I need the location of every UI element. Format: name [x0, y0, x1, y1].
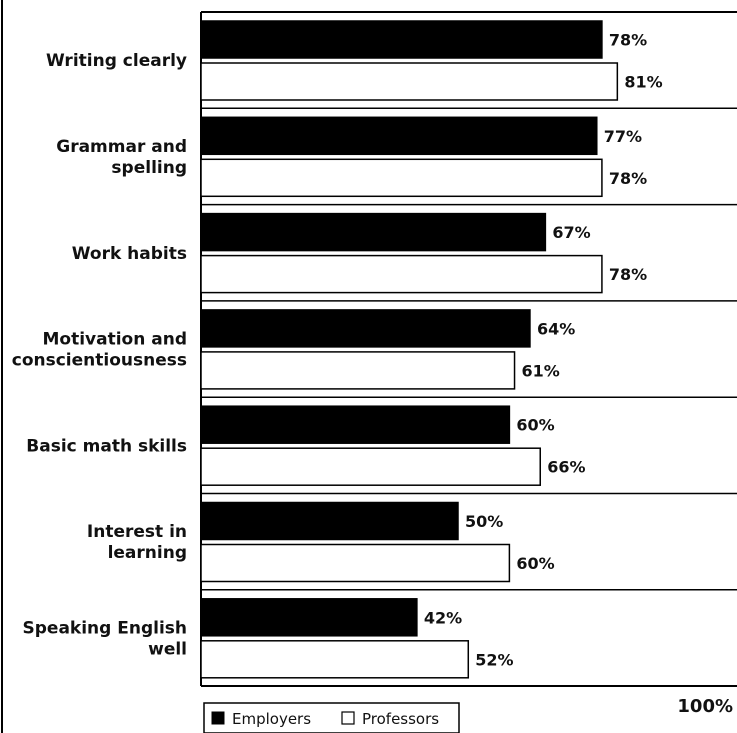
data-label-professors: 78%	[609, 169, 647, 188]
data-label-employers: 64%	[537, 319, 575, 338]
bar-employers	[200, 116, 598, 156]
data-label-professors: 78%	[609, 265, 647, 284]
bar-professors	[200, 543, 511, 583]
category-label-line: Basic math skills	[26, 436, 187, 456]
category-label-line: conscientiousness	[12, 351, 187, 371]
data-label-professors: 61%	[522, 361, 560, 380]
data-label-professors: 52%	[475, 650, 513, 669]
category-label-line: Writing clearly	[46, 51, 187, 71]
bar-professors	[200, 447, 541, 486]
category-label-line: Work habits	[72, 244, 187, 264]
legend-label-professors: Professors	[362, 710, 439, 728]
bar-employers	[200, 212, 547, 252]
legend-label-employers: Employers	[232, 710, 311, 728]
data-label-professors: 81%	[624, 73, 662, 92]
bar-employers	[200, 501, 459, 541]
category-label: Work habits	[72, 244, 187, 264]
data-label-employers: 50%	[465, 512, 503, 531]
bar-professors	[200, 254, 603, 294]
legend: Employers Professors	[203, 702, 460, 733]
bar-employers	[200, 598, 418, 637]
bar-employers	[200, 405, 511, 444]
category-label: Writing clearly	[46, 51, 187, 71]
category-label-line: Grammar and	[56, 137, 187, 157]
data-label-employers: 60%	[516, 416, 554, 435]
category-label-line: spelling	[111, 158, 187, 178]
bar-employers	[200, 20, 603, 59]
category-label-line: well	[148, 639, 187, 659]
legend-swatch-professors	[341, 711, 355, 725]
category-label: Interest in learning	[87, 522, 187, 563]
data-label-employers: 78%	[609, 31, 647, 50]
axis-max-label: 100%	[677, 696, 733, 717]
bar-professors	[200, 351, 516, 390]
category-label-line: Speaking English	[23, 618, 188, 638]
data-label-professors: 60%	[516, 554, 554, 573]
category-label: Motivation and conscientiousness	[12, 330, 187, 371]
data-label-employers: 67%	[552, 223, 590, 242]
bar-professors	[200, 158, 603, 198]
category-label: Speaking English well	[23, 618, 188, 659]
bar-employers	[200, 309, 531, 348]
category-label: Grammar and spelling	[56, 137, 187, 178]
category-label-line: learning	[108, 543, 187, 563]
data-label-professors: 66%	[547, 458, 585, 477]
category-label-line: Interest in	[87, 522, 187, 542]
category-label: Basic math skills	[26, 436, 187, 456]
data-label-employers: 42%	[424, 608, 462, 627]
bar-professors	[200, 640, 470, 679]
category-label-line: Motivation and	[43, 330, 188, 350]
legend-swatch-employers	[211, 711, 225, 725]
data-label-employers: 77%	[604, 127, 642, 146]
legend-box	[203, 702, 460, 733]
bar-professors	[200, 62, 619, 101]
